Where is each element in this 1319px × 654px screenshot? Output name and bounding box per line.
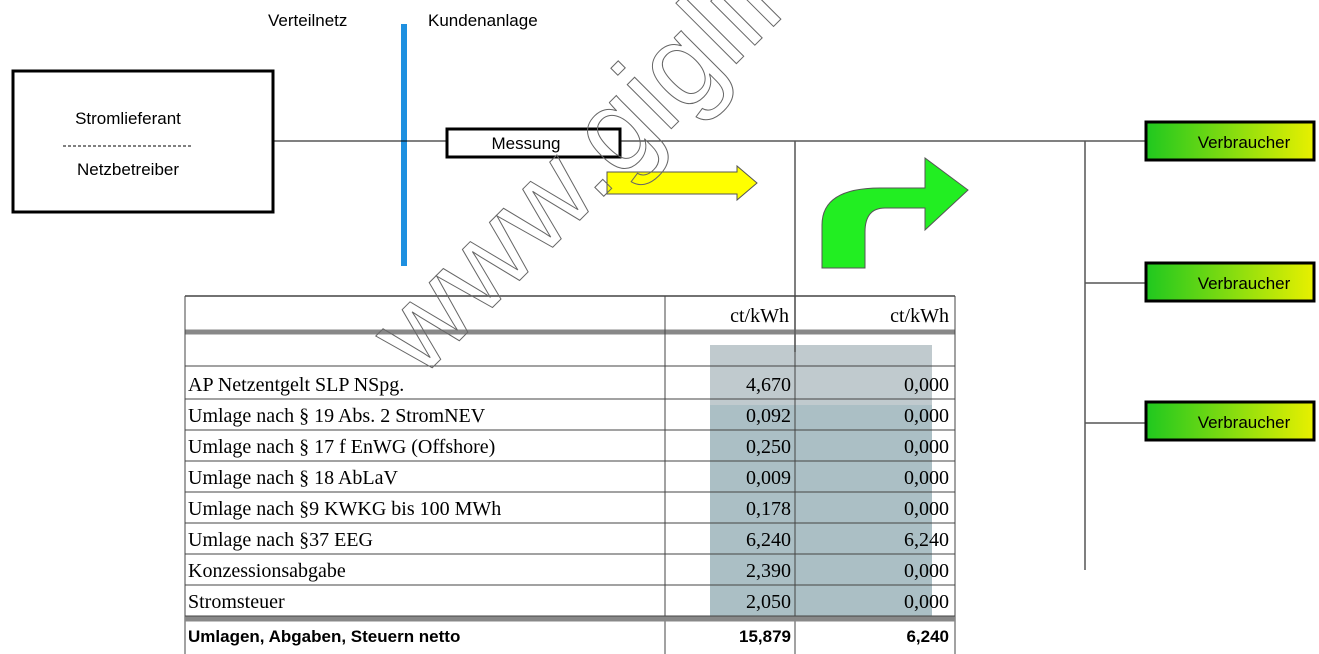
cell-value: 4,670 bbox=[746, 374, 791, 396]
label: Verteilnetz bbox=[268, 11, 347, 30]
cell-value: 0,000 bbox=[904, 591, 949, 613]
cell-value: 0,092 bbox=[746, 405, 791, 427]
row-label: Umlage nach § 17 f EnWG (Offshore) bbox=[188, 436, 495, 458]
cell-value: 0,009 bbox=[746, 467, 791, 489]
cell-value: 6,240 bbox=[746, 529, 791, 551]
photo-overlay bbox=[710, 345, 932, 405]
cell-value: 2,050 bbox=[746, 591, 791, 613]
consumer-label: Verbraucher bbox=[1198, 413, 1291, 432]
column-header: ct/kWh bbox=[890, 305, 949, 327]
row-label: AP Netzentgelt SLP NSpg. bbox=[188, 374, 404, 396]
supplier-label: Stromlieferant bbox=[75, 109, 181, 128]
cell-value: 0,000 bbox=[904, 405, 949, 427]
row-label: Stromsteuer bbox=[188, 591, 285, 613]
consumer-label: Verbraucher bbox=[1198, 133, 1291, 152]
label: Kundenanlage bbox=[428, 11, 538, 30]
cell-value: 0,000 bbox=[904, 467, 949, 489]
row-label: Umlage nach §9 KWKG bis 100 MWh bbox=[188, 498, 501, 520]
supplier-label: Netzbetreiber bbox=[77, 160, 179, 179]
supplier-box bbox=[13, 71, 273, 212]
total-label: Umlagen, Abgaben, Steuern netto bbox=[188, 627, 460, 646]
cell-value: 0,000 bbox=[904, 560, 949, 582]
cell-value: 0,000 bbox=[904, 436, 949, 458]
diagram: Verteilnetz Kundenanlage Stromlieferant … bbox=[0, 0, 1319, 654]
row-label: Umlage nach § 19 Abs. 2 StromNEV bbox=[188, 405, 486, 427]
cell-value: 6,240 bbox=[904, 529, 949, 551]
column-header: ct/kWh bbox=[730, 305, 789, 327]
row-label: Konzessionsabgabe bbox=[188, 560, 346, 582]
cell-value: 0,000 bbox=[904, 498, 949, 520]
consumer-label: Verbraucher bbox=[1198, 274, 1291, 293]
cell-value: 2,390 bbox=[746, 560, 791, 582]
total-value: 15,879 bbox=[739, 627, 791, 646]
cell-value: 0,000 bbox=[904, 374, 949, 396]
cell-value: 0,178 bbox=[746, 498, 791, 520]
row-label: Umlage nach § 18 AbLaV bbox=[188, 467, 398, 489]
cell-value: 0,250 bbox=[746, 436, 791, 458]
row-label: Umlage nach §37 EEG bbox=[188, 529, 373, 551]
total-value: 6,240 bbox=[906, 627, 949, 646]
flow-arrow bbox=[822, 158, 968, 268]
